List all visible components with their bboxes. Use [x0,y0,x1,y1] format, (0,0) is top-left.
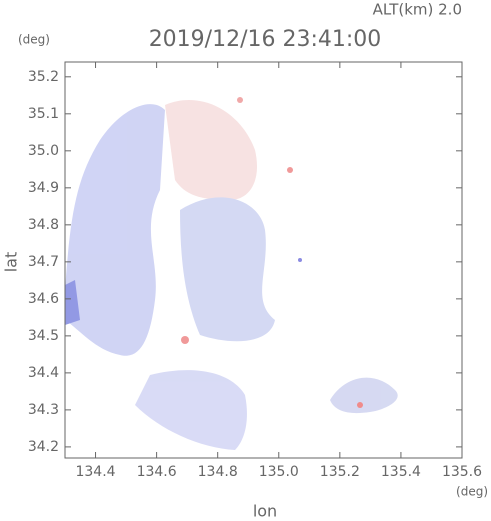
y-axis-label: lat [2,252,21,273]
x-tick-label: 135.4 [381,464,421,480]
x-tick-label: 135.0 [259,464,299,480]
y-tick-label: 34.4 [28,365,59,381]
x-tick-label: 134.6 [137,464,177,480]
x-tick-label: 135.6 [442,464,482,480]
chart-title: 2019/12/16 23:41:00 [149,27,382,52]
y-tick-label: 34.7 [28,254,59,270]
x-tick-label: 134.4 [75,464,115,480]
x-unit: (deg) [456,485,488,499]
y-tick-label: 34.5 [28,328,59,344]
y-tick-label: 34.3 [28,402,59,418]
x-tick-label: 135.2 [320,464,360,480]
x-tick-label: 134.8 [198,464,238,480]
altitude-label: ALT(km) 2.0 [373,1,462,19]
x-axis-label: lon [253,502,277,521]
y-tick-label: 34.6 [28,291,59,307]
y-tick-label: 34.8 [28,217,59,233]
y-tick-label: 35.0 [28,143,59,159]
plot-frame [64,61,463,459]
radar-echo [65,97,398,450]
y-tick-label: 35.1 [28,106,59,122]
y-tick-label: 35.2 [28,69,59,85]
y-tick-label: 34.9 [28,180,59,196]
y-tick-label: 34.2 [28,439,59,455]
y-unit: (deg) [18,33,50,47]
